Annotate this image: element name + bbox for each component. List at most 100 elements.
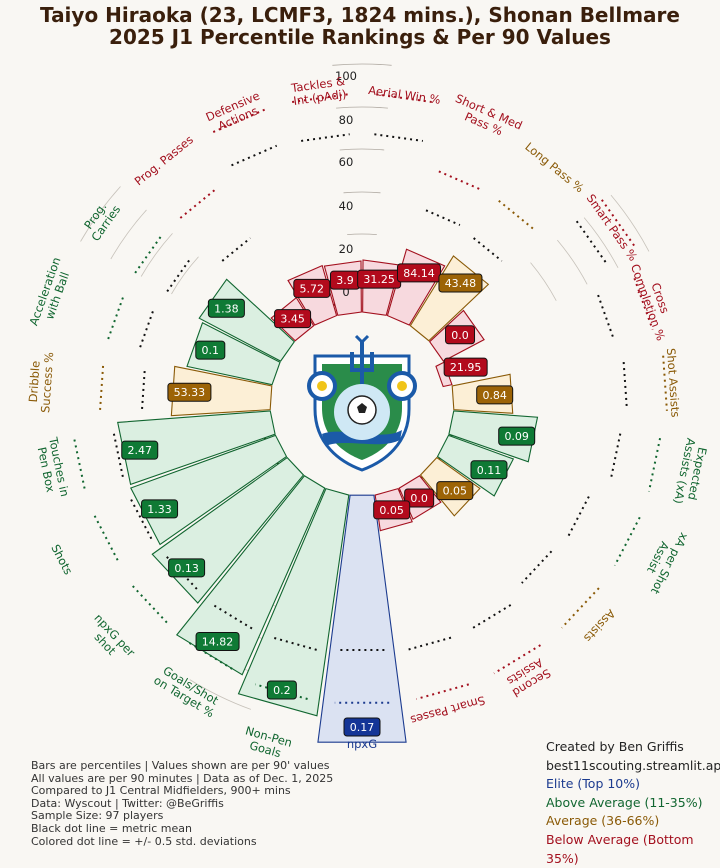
reference-dot-line xyxy=(407,638,451,650)
category-label: xA per ShotAssist xyxy=(636,524,691,597)
value-label: 0.0 xyxy=(451,329,469,342)
category-label: Aerial Win % xyxy=(367,83,441,107)
reference-dot-line xyxy=(568,497,588,536)
reference-dot-line xyxy=(100,363,103,410)
reference-dot-line xyxy=(142,369,145,409)
value-label: 0.09 xyxy=(504,430,529,443)
value-label: 0.1 xyxy=(202,344,220,357)
club-crest-logo xyxy=(309,336,415,470)
ring-arc xyxy=(344,192,381,193)
reference-dot-line xyxy=(131,584,167,623)
reference-dot-line xyxy=(611,434,621,480)
reference-dot-line xyxy=(140,308,154,347)
reference-dot-line xyxy=(301,134,349,141)
reference-dot-line xyxy=(135,234,162,273)
ring-label: 40 xyxy=(339,199,354,213)
value-label: 0.11 xyxy=(477,464,502,477)
value-label: 1.38 xyxy=(214,302,239,315)
category-label: npxG pershot xyxy=(82,611,138,668)
legend-average: Average (36-66%) xyxy=(546,812,720,831)
footer-note: Bars are percentiles | Values shown are … xyxy=(31,760,333,773)
reference-dot-line xyxy=(624,362,627,410)
reference-dot-line xyxy=(167,258,191,291)
category-label: CrossCompletion % xyxy=(628,258,680,343)
value-label: 1.33 xyxy=(147,503,172,516)
reference-dot-line xyxy=(577,221,606,263)
footer-note: Colored dot line = +/- 0.5 std. deviatio… xyxy=(31,836,333,849)
value-label: 43.48 xyxy=(445,277,477,290)
category-label: DribbleSuccess % xyxy=(25,351,56,414)
category-label: Non-PenGoals xyxy=(240,723,293,762)
ring-arc xyxy=(347,234,377,235)
ring-arc xyxy=(340,149,384,150)
reference-dot-line xyxy=(615,517,640,565)
reference-dot-line xyxy=(108,294,124,339)
reference-dot-line xyxy=(562,588,599,628)
category-label: Smart Passes xyxy=(409,693,487,727)
value-label: 3.9 xyxy=(336,274,354,287)
category-label: Goals/Shoton Target % xyxy=(151,662,223,721)
value-label: 31.25 xyxy=(363,273,395,286)
credit-site: best11scouting.streamlit.app xyxy=(546,757,720,776)
reference-dot-line xyxy=(439,171,480,189)
reference-dot-line xyxy=(374,134,422,141)
footer-note: Compared to J1 Central Midfielders, 900+… xyxy=(31,785,333,798)
category-label: Shots xyxy=(48,542,75,577)
value-label: 5.72 xyxy=(300,282,325,295)
reference-dot-line xyxy=(522,551,552,583)
ring-arc xyxy=(141,233,172,276)
reference-dot-line xyxy=(426,210,460,225)
category-label: Shot Assists xyxy=(664,348,683,418)
reference-dot-line xyxy=(472,605,511,629)
chart-canvas: Taiyo Hiraoka (23, LCMF3, 1824 mins.), S… xyxy=(0,0,720,846)
ring-arc xyxy=(557,240,587,284)
category-label: Assists xyxy=(581,607,618,645)
ring-label: 60 xyxy=(339,155,354,169)
category-label: ExpectedAssists (xA) xyxy=(671,437,711,508)
value-label: 0.17 xyxy=(350,721,375,734)
value-label: 3.45 xyxy=(280,313,305,326)
value-label: 0.84 xyxy=(482,389,507,402)
ring-arc xyxy=(332,64,391,65)
reference-dot-line xyxy=(180,188,217,218)
value-label: 0.0 xyxy=(410,492,428,505)
reference-dot-line xyxy=(474,238,502,261)
reference-dot-line xyxy=(93,514,117,561)
value-label: 0.05 xyxy=(379,504,404,517)
value-label: 84.14 xyxy=(403,267,435,280)
category-label: Tackles &Int (pAdj) xyxy=(289,74,347,108)
footer-notes: Bars are percentiles | Values shown are … xyxy=(31,760,333,848)
value-label: 14.82 xyxy=(202,636,234,649)
footer-note: Black dot line = metric mean xyxy=(31,823,333,836)
reference-dot-line xyxy=(222,238,250,261)
legend-elite: Elite (Top 10%) xyxy=(546,775,720,794)
bars xyxy=(118,249,538,742)
category-label: Touches inPen Box xyxy=(33,435,72,500)
value-label: 21.95 xyxy=(450,361,482,374)
value-label: 0.2 xyxy=(273,684,291,697)
reference-dot-line xyxy=(416,684,468,699)
category-label: Accelerationwith Ball xyxy=(26,255,75,331)
reference-dot-line xyxy=(499,201,533,229)
ring-arc xyxy=(336,107,388,108)
category-label: Long Pass % xyxy=(522,139,586,195)
reference-dot-line xyxy=(598,295,614,339)
reference-dot-line xyxy=(74,437,85,488)
category-label: SecondAssists xyxy=(503,655,553,700)
legend-below-average: Below Average (Bottom 35%) xyxy=(546,831,720,868)
value-label: 0.13 xyxy=(174,562,199,575)
category-label: npxG xyxy=(347,737,377,751)
credit-block: Created by Ben Griffis best11scouting.st… xyxy=(546,738,720,868)
ring-arc xyxy=(171,257,198,294)
value-label: 53.33 xyxy=(174,386,206,399)
ring-label: 80 xyxy=(339,113,354,127)
value-label: 2.47 xyxy=(127,444,152,457)
category-label: Short & MedPass % xyxy=(448,91,524,144)
category-label: DefensiveActions xyxy=(204,89,267,137)
ring-arc xyxy=(531,263,557,301)
reference-dot-line xyxy=(649,438,660,491)
credit-author: Created by Ben Griffis xyxy=(546,738,720,757)
reference-dot-line xyxy=(231,146,276,166)
category-label: Prog.Carries xyxy=(78,195,123,244)
